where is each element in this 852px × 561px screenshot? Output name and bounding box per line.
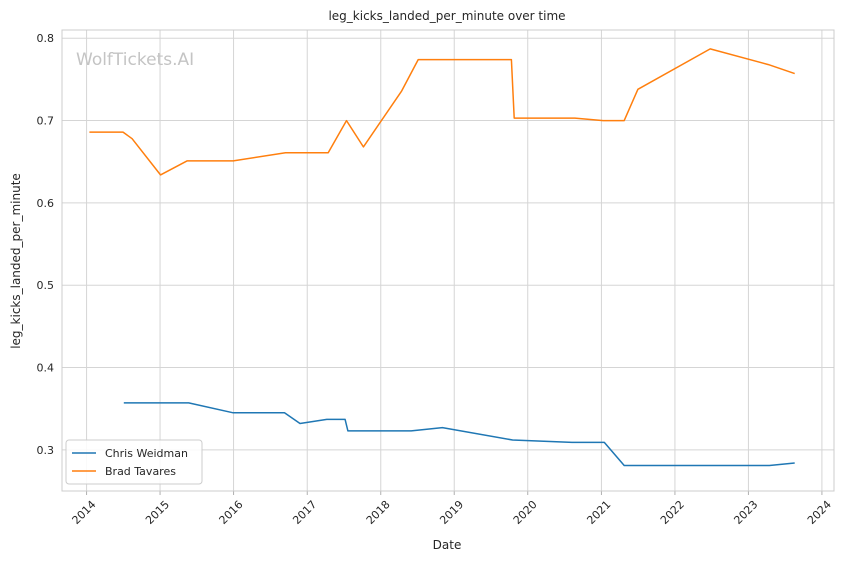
x-axis-label: Date [433,538,462,552]
y-tick-label: 0.6 [37,197,55,210]
legend: Chris Weidman Brad Tavares [65,439,203,485]
y-tick-label: 0.8 [37,32,55,45]
y-axis-label: leg_kicks_landed_per_minute [9,173,23,349]
legend-box [65,439,203,485]
series-line-brad-tavares [89,48,795,176]
y-tick-label: 0.4 [37,362,55,375]
y-tick-label: 0.5 [37,279,55,292]
legend-label: Chris Weidman [105,447,188,460]
y-tick-label: 0.7 [37,115,55,128]
legend-label: Brad Tavares [105,465,176,478]
series-line-chris-weidman [123,402,795,467]
y-tick-label: 0.3 [37,444,55,457]
plot-frame [61,29,835,492]
watermark-text: WolfTickets.AI [76,50,194,70]
chart-title: leg_kicks_landed_per_minute over time [328,9,565,23]
